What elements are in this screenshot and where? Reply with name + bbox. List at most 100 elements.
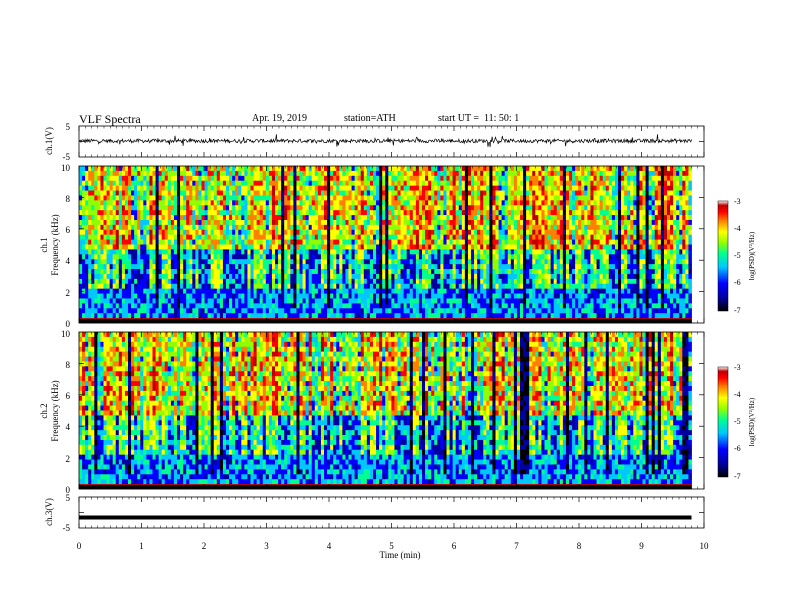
spectrogram-cell — [124, 249, 129, 255]
spectrogram-cell — [109, 244, 114, 250]
spectrogram-cell — [317, 254, 322, 260]
spectrogram-cell — [290, 264, 294, 270]
spectrogram-cell — [241, 239, 245, 245]
spectrogram-cell — [483, 210, 487, 216]
spectrogram-cell — [348, 234, 352, 240]
spectrogram-cell — [409, 200, 414, 206]
spectrogram-cell — [213, 210, 218, 216]
spectrogram-cell — [219, 249, 224, 255]
spectrogram-cell — [320, 205, 325, 211]
spectrogram-cell — [192, 278, 196, 285]
spectrogram-cell — [440, 313, 444, 319]
spectrogram-cell — [455, 215, 460, 221]
spectrogram-cell — [523, 195, 527, 201]
spectrogram-cell — [106, 229, 111, 236]
spectrogram-cell — [449, 175, 454, 182]
spectrogram-cell — [376, 278, 380, 285]
spectrogram-cell — [397, 166, 401, 172]
spectrogram-cell — [403, 298, 408, 304]
spectrogram-cell — [219, 313, 224, 319]
spectrogram-cell — [422, 219, 426, 226]
spectrogram-cell — [379, 205, 383, 211]
spectrogram-cell — [354, 303, 359, 309]
spectrogram-cell — [213, 239, 218, 245]
spectrogram-cell — [440, 224, 444, 231]
spectrogram-cell — [161, 288, 166, 294]
spectrogram-cell — [253, 210, 258, 216]
spectrogram-cell — [180, 273, 184, 280]
spectrogram-cell — [207, 244, 212, 250]
spectrogram-cell — [526, 273, 530, 280]
spectrogram-cell — [250, 234, 254, 240]
spectrogram-cell — [207, 288, 212, 294]
spectrogram-cell — [526, 180, 530, 187]
spectrogram-cell — [247, 269, 251, 275]
spectrogram-cell — [177, 303, 181, 309]
spectrogram-cell — [471, 288, 475, 294]
spectrogram-cell — [406, 264, 411, 270]
spectrogram-cell — [486, 303, 490, 309]
spectrogram-cell — [373, 308, 377, 314]
spectrogram-cell — [327, 185, 331, 191]
spectrogram-cell — [532, 195, 536, 201]
spectrogram-cell — [241, 293, 245, 299]
spectrogram-cell — [198, 166, 202, 172]
spectrogram-cell — [333, 249, 337, 255]
spectrogram-cell — [348, 254, 352, 260]
spectrogram-cell — [189, 264, 193, 270]
spectrogram-cell — [271, 308, 276, 314]
spectrogram-cell — [219, 278, 224, 285]
spectrogram-cell — [516, 244, 521, 250]
spectrogram-cell — [112, 170, 117, 177]
spectrogram-cell — [137, 313, 141, 319]
spectrogram-cell — [422, 308, 426, 314]
spectrogram-cell — [281, 180, 285, 187]
spectrogram-cell — [226, 303, 230, 309]
spectrogram-cell — [458, 244, 463, 250]
spectrogram-cell — [112, 210, 117, 216]
spectrogram-cell — [112, 273, 117, 280]
spectrogram-cell — [357, 249, 362, 255]
spectrogram-cell — [489, 185, 493, 191]
spectrogram-cell — [345, 278, 349, 285]
spectrogram-cell — [513, 229, 518, 236]
spectrogram-cell — [305, 249, 310, 255]
spectrogram-cell — [339, 180, 343, 187]
spectrogram-cell — [360, 288, 365, 294]
spectrogram-cell — [373, 185, 377, 191]
spectrogram-cell — [443, 313, 447, 319]
spectrogram-cell — [498, 215, 503, 221]
spectrogram-cell — [434, 224, 438, 231]
spectrogram-cell — [382, 254, 386, 260]
spectrogram-cell — [446, 273, 450, 280]
spectrogram-cell — [222, 308, 227, 314]
spectrogram-cell — [428, 264, 432, 270]
spectrogram-cell — [268, 205, 273, 211]
spectrogram-cell — [299, 166, 303, 172]
spectrogram-cell — [143, 283, 147, 290]
spectrogram-cell — [247, 215, 251, 221]
spectrogram-cell — [189, 303, 193, 309]
spectrogram-cell — [504, 180, 509, 187]
spectrogram-cell — [256, 303, 261, 309]
spectrogram-cell — [489, 215, 493, 221]
spectrogram-cell — [131, 259, 135, 265]
spectrogram-cell — [461, 244, 466, 250]
spectrogram-cell — [235, 195, 239, 201]
spectrogram-cell — [216, 313, 221, 319]
spectrogram-cell — [529, 313, 533, 319]
spectrogram-cell — [461, 205, 466, 211]
spectrogram-cell — [394, 170, 398, 177]
spectrogram-cell — [385, 283, 389, 290]
spectrogram-cell — [271, 283, 276, 290]
spectrogram-cell — [461, 278, 466, 285]
spectrogram-cell — [440, 298, 444, 304]
spectrogram-cell — [477, 313, 481, 319]
spectrogram-cell — [146, 224, 150, 231]
spectrogram-cell — [268, 166, 273, 172]
spectrogram-cell — [85, 273, 89, 280]
spectrogram-cell — [146, 308, 150, 314]
spectrogram-cell — [137, 249, 141, 255]
spectrogram-cell — [128, 219, 132, 226]
spectrogram-cell — [183, 273, 187, 280]
